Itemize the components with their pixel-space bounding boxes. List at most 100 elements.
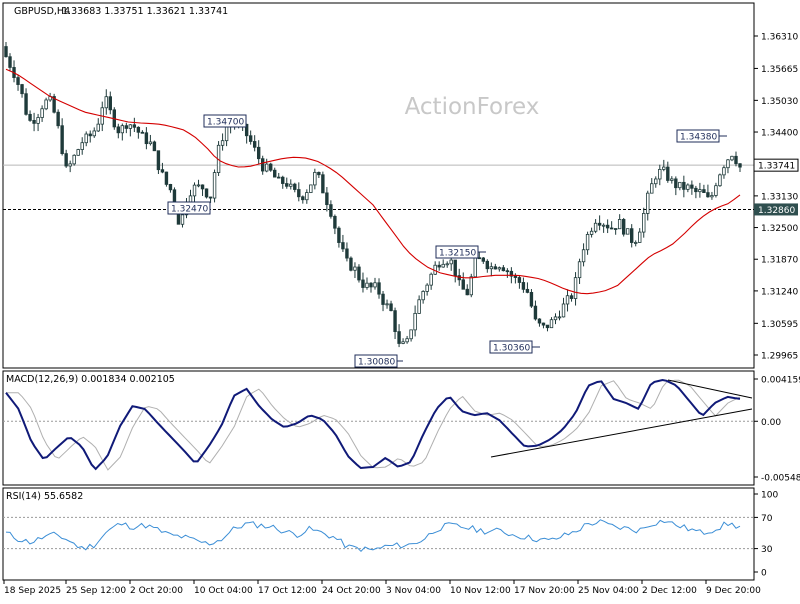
- candle-body: [104, 96, 108, 109]
- candle-body: [365, 282, 369, 288]
- candle-body: [605, 224, 610, 229]
- candle-body: [417, 299, 421, 314]
- candle-body: [72, 154, 76, 165]
- current-price-label: 1.33741: [758, 162, 795, 172]
- candle-body: [317, 171, 321, 176]
- candle-body: [244, 123, 249, 137]
- candle-body: [36, 117, 40, 124]
- candle-body: [136, 126, 141, 133]
- candle-body: [453, 259, 457, 277]
- candle-body: [132, 124, 137, 128]
- rsi-axis-label: 30: [761, 545, 773, 555]
- candle-body: [525, 288, 530, 293]
- candle-body: [208, 196, 213, 199]
- candle-body: [545, 324, 550, 329]
- candle-body: [529, 292, 534, 307]
- macd-label: MACD(12,26,9) 0.001834 0.002105: [6, 374, 175, 385]
- candle-body: [128, 124, 133, 129]
- support-level-label: 1.32860: [758, 206, 795, 216]
- candle-body: [293, 183, 297, 190]
- candle-body: [16, 77, 20, 85]
- candle-body: [285, 183, 289, 187]
- candle-body: [4, 46, 8, 58]
- annotation-box: [435, 245, 479, 259]
- candle-body: [465, 288, 469, 296]
- candle-body: [541, 322, 546, 326]
- price-axis-label: 1.29965: [761, 352, 798, 362]
- candle-body: [168, 184, 173, 191]
- candle-body: [698, 189, 702, 193]
- candle-body: [473, 257, 477, 278]
- candle-body: [281, 176, 285, 184]
- price-axis-label: 1.31240: [761, 287, 798, 297]
- candle-body: [517, 277, 522, 283]
- candle-body: [252, 141, 257, 148]
- annotation-label: 1.30080: [358, 358, 395, 368]
- annotation-box: [167, 201, 211, 215]
- x-axis-label: 2 Oct 20:00: [130, 586, 183, 596]
- rsi-label: RSI(14) 55.6582: [6, 491, 83, 502]
- candle-body: [212, 172, 217, 199]
- candle-body: [569, 295, 574, 299]
- x-axis-label: 10 Oct 04:00: [194, 586, 253, 596]
- candle-body: [8, 56, 12, 68]
- macd-axis-label: 0.00: [761, 418, 781, 428]
- candle-body: [56, 111, 60, 127]
- candle-body: [32, 119, 36, 124]
- candle-body: [662, 166, 666, 170]
- candle-body: [718, 174, 722, 187]
- rsi-axis-label: 70: [761, 514, 773, 524]
- price-axis-label: 1.30595: [761, 320, 798, 330]
- candle-body: [84, 133, 88, 144]
- rsi-axis-label: 100: [761, 491, 778, 501]
- candle-body: [658, 168, 662, 180]
- candle-body: [421, 291, 425, 301]
- candle-body: [92, 130, 96, 137]
- current-price-tag: [753, 158, 799, 172]
- candle-body: [309, 184, 313, 193]
- ohlc-label: 1.33683 1.33751 1.33621 1.33741: [62, 6, 228, 17]
- candle-body: [333, 215, 337, 229]
- candle-body: [273, 169, 277, 178]
- candle-body: [690, 184, 694, 189]
- candle-body: [60, 125, 64, 154]
- candle-body: [120, 125, 125, 134]
- candle-body: [589, 230, 594, 235]
- candle-body: [670, 178, 674, 181]
- candle-body: [609, 227, 614, 230]
- candle-body: [289, 183, 293, 187]
- candle-body: [710, 195, 714, 198]
- candle-body: [425, 284, 429, 292]
- candle-body: [505, 270, 510, 273]
- candle-body: [617, 219, 622, 230]
- candle-body: [96, 123, 100, 132]
- candle-body: [361, 279, 365, 288]
- candle-body: [738, 163, 742, 168]
- x-axis-label: 3 Nov 04:00: [386, 586, 441, 596]
- candle-body: [297, 189, 301, 198]
- candle-body: [650, 183, 654, 194]
- candle-body: [277, 176, 281, 179]
- price-axis-label: 1.35030: [761, 97, 798, 107]
- candle-body: [337, 227, 341, 243]
- annotation-label: 1.30360: [493, 344, 530, 354]
- candle-body: [144, 132, 149, 145]
- candle-body: [581, 249, 586, 263]
- candle-body: [485, 260, 490, 270]
- annotation-box: [489, 340, 533, 354]
- candle-body: [730, 155, 734, 161]
- candle-body: [164, 171, 169, 185]
- rsi-axis-label: 0: [761, 569, 767, 579]
- candle-body: [196, 184, 201, 187]
- candle-body: [702, 189, 706, 194]
- candle-body: [389, 303, 393, 312]
- x-axis-label: 17 Nov 20:00: [514, 586, 575, 596]
- support-level-tag: [754, 203, 798, 216]
- candle-body: [152, 141, 157, 152]
- candle-body: [706, 192, 710, 198]
- candle-body: [726, 159, 730, 169]
- candle-body: [76, 149, 80, 156]
- price-panel-frame: [2, 2, 755, 369]
- candle-body: [377, 282, 381, 295]
